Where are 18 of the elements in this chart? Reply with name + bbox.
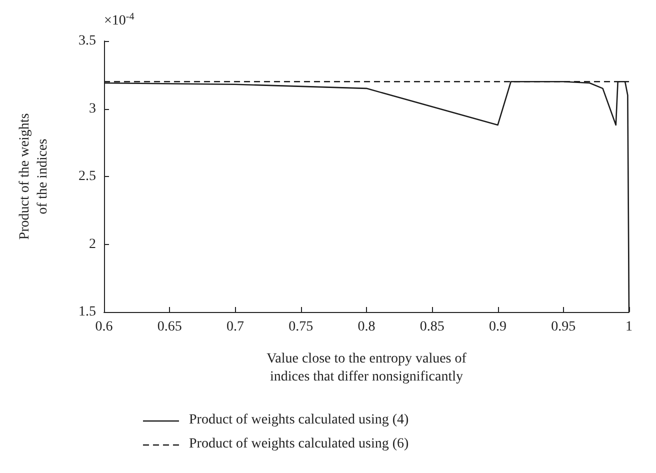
x-tick-label: 0.8 bbox=[358, 320, 376, 334]
x-tick-label: 0.85 bbox=[420, 320, 444, 334]
legend-label: Product of weights calculated using (6) bbox=[189, 436, 410, 452]
x-tick-label: 1 bbox=[626, 320, 632, 334]
y-tick-label: 2.5 bbox=[78, 169, 96, 184]
x-tick-label: 0.75 bbox=[288, 320, 314, 334]
x-tick-label: 0.6 bbox=[95, 320, 113, 334]
x-tick-label: 0.95 bbox=[551, 320, 576, 334]
y-tick-label: 3 bbox=[89, 101, 96, 116]
y-tick-label: 1.5 bbox=[78, 304, 96, 320]
y-tick-label: 2 bbox=[89, 236, 96, 252]
x-tick-label: 0.65 bbox=[157, 320, 182, 334]
x-tick-label: 0.9 bbox=[489, 320, 506, 334]
legend-label: Product of weights calculated using (4) bbox=[189, 412, 410, 428]
x-axis-title: Value close to the entropy values of indices that differ nonsignificantly bbox=[266, 352, 467, 384]
y-axis-title: Product of the weights of the indices bbox=[18, 113, 50, 240]
x-tick-label: 0.7 bbox=[226, 320, 244, 334]
y-tick-label: 3.5 bbox=[78, 34, 96, 48]
